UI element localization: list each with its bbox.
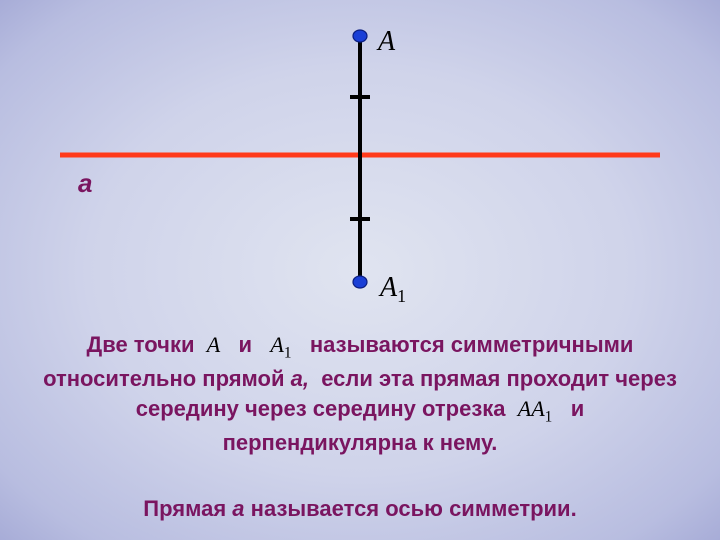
def-part1: Две точки <box>87 332 195 357</box>
definition-text: Две точки A и A1 называются симметричным… <box>40 330 680 458</box>
statement-text: Прямая a называется осью симметрии. <box>40 494 680 524</box>
stmt-axis: a <box>232 496 244 521</box>
diagram-svg: A A1 a <box>0 0 720 540</box>
label-a1: A1 <box>378 272 406 306</box>
def-part2: и <box>239 332 253 357</box>
stmt-part2: называется осью симметрии. <box>251 496 577 521</box>
label-axis: a <box>78 168 92 198</box>
label-a: A <box>376 26 396 57</box>
def-axis: a, <box>291 366 309 391</box>
point-a1 <box>353 276 367 288</box>
def-A: A <box>207 332 220 357</box>
def-A1: A1 <box>270 332 291 357</box>
stmt-part1: Прямая <box>143 496 226 521</box>
def-AA1: AA1 <box>518 396 553 421</box>
point-a <box>353 30 367 42</box>
